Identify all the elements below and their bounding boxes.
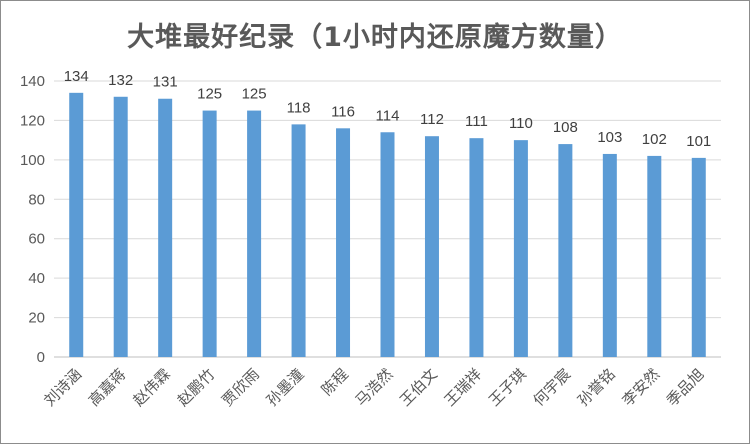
x-tick-label: 王伯文 <box>396 365 441 410</box>
bar <box>202 110 217 357</box>
x-tick-label: 李安然 <box>619 365 664 410</box>
bar <box>113 96 128 358</box>
data-label: 125 <box>242 86 267 103</box>
x-tick-label: 赵鹏竹 <box>174 365 219 410</box>
data-label: 116 <box>331 103 355 120</box>
bar <box>158 98 173 357</box>
x-tick-label: 陈程 <box>318 365 352 399</box>
y-tick-label: 0 <box>37 349 45 366</box>
data-label: 110 <box>509 115 533 132</box>
y-tick-label: 100 <box>20 152 45 169</box>
x-tick-label: 赵伟霖 <box>129 365 174 410</box>
data-label: 125 <box>197 86 222 103</box>
y-tick-label: 20 <box>28 310 45 327</box>
y-tick-label: 40 <box>28 270 45 287</box>
bar <box>424 136 439 357</box>
bar <box>513 140 528 357</box>
chart-title: 大堆最好纪录（1小时内还原魔方数量） <box>127 22 623 53</box>
data-label: 131 <box>153 74 178 91</box>
x-tick-label: 刘诗涵 <box>41 365 86 410</box>
x-tick-label: 何宇宸 <box>530 365 575 410</box>
data-label: 102 <box>642 131 667 148</box>
bar <box>336 128 351 357</box>
x-tick-label: 马浩然 <box>352 365 397 410</box>
y-axis-ticks: 0 20 40 60 80 100 120 140 <box>20 73 45 366</box>
data-label: 134 <box>64 68 89 85</box>
bar <box>691 157 706 357</box>
data-label: 112 <box>420 111 444 128</box>
data-label: 114 <box>376 107 400 124</box>
x-tick-label: 高嘉蒋 <box>85 365 130 410</box>
bar <box>380 132 395 357</box>
bar <box>558 144 573 357</box>
data-label: 132 <box>108 72 133 89</box>
x-tick-label: 王子琪 <box>485 365 530 410</box>
data-label: 111 <box>465 113 488 130</box>
x-tick-label: 贾欣雨 <box>218 365 263 410</box>
bars <box>69 92 706 358</box>
data-label: 101 <box>686 133 711 150</box>
data-label: 103 <box>597 129 622 146</box>
x-tick-label: 王瑞祥 <box>441 365 486 410</box>
bar <box>469 138 484 357</box>
x-tick-label: 孙誉铭 <box>574 365 619 410</box>
x-tick-label: 孙墨潼 <box>263 365 308 410</box>
bar <box>291 124 306 357</box>
y-tick-label: 140 <box>20 73 45 90</box>
y-tick-label: 120 <box>20 112 45 129</box>
bar <box>647 155 662 357</box>
data-label: 108 <box>553 119 578 136</box>
bar <box>602 153 617 357</box>
y-tick-label: 80 <box>28 191 45 208</box>
data-label: 118 <box>287 99 311 116</box>
bar <box>69 92 84 357</box>
x-tick-label: 季品旭 <box>663 365 708 410</box>
x-axis-labels: 刘诗涵 高嘉蒋 赵伟霖 赵鹏竹 贾欣雨 孙墨潼 陈程 马浩然 王伯文 王瑞祥 王子琪 何宇宸 孙誉铭 李安… <box>41 365 708 410</box>
y-tick-label: 60 <box>28 231 45 248</box>
bar <box>247 110 262 357</box>
data-labels: 134 132 131 125 125 118 116 114 112 111 110 108 103 1… <box>64 68 712 150</box>
